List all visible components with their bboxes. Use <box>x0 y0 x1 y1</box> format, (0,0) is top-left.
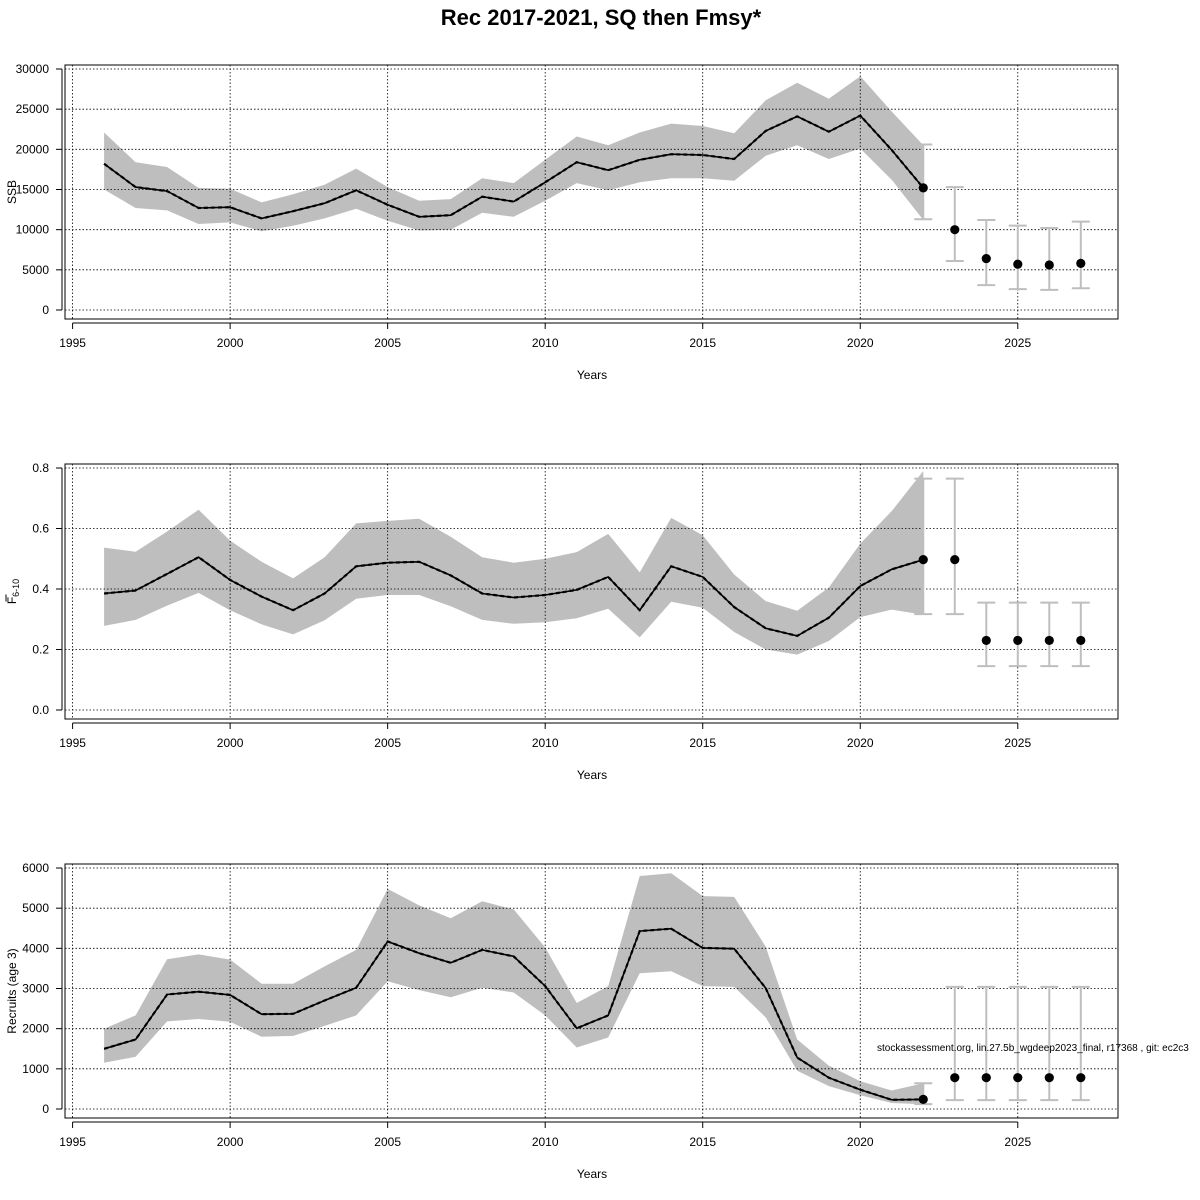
x-tick-label: 2010 <box>532 736 559 750</box>
chart-title: Rec 2017-2021, SQ then Fmsy* <box>441 5 762 30</box>
x-tick-label: 2015 <box>689 336 716 350</box>
y-tick-label: 0.2 <box>32 643 49 657</box>
y-tick-label: 10000 <box>16 223 50 237</box>
estimate-line-dashed <box>103 927 924 1101</box>
y-tick-label: 3000 <box>22 982 49 996</box>
y-tick-label: 5000 <box>22 263 49 277</box>
forecast-point <box>981 635 991 646</box>
forecast-point <box>1013 1073 1023 1083</box>
forecast-point <box>950 1073 960 1083</box>
y-axis-label: SSB <box>5 180 19 204</box>
y-tick-label: 6000 <box>22 861 49 875</box>
forecast-point <box>1013 635 1023 646</box>
forecast-point <box>950 225 960 235</box>
y-tick-label: 5000 <box>22 901 49 915</box>
y-tick-label: 0.8 <box>32 461 49 475</box>
x-tick-label: 2020 <box>847 1135 874 1149</box>
y-tick-label: 0.4 <box>32 582 49 596</box>
x-axis-label: Years <box>577 368 607 382</box>
forecast-point <box>1076 635 1086 646</box>
y-tick-label: 0 <box>42 1102 49 1116</box>
x-tick-label: 1995 <box>59 736 86 750</box>
x-tick-label: 2025 <box>1004 736 1031 750</box>
x-tick-label: 2025 <box>1004 336 1031 350</box>
forecast-point <box>1044 1073 1054 1083</box>
x-tick-label: 2025 <box>1004 1135 1031 1149</box>
y-tick-label: 20000 <box>16 142 50 156</box>
y-axis-label: F6-10 <box>5 579 21 604</box>
y-tick-label: 0.6 <box>32 522 49 536</box>
x-tick-label: 2020 <box>847 736 874 750</box>
y-tick-label: 15000 <box>16 183 50 197</box>
forecast-point <box>918 1094 928 1104</box>
plot-frame <box>64 463 1119 720</box>
panel-fbar: 0.0 0.2 0.4 0.6 0.8 1995 2000 2005 2010 2015 2020 2… <box>5 461 1119 782</box>
forecast-point <box>1044 260 1054 270</box>
x-tick-label: 2000 <box>217 1135 244 1149</box>
x-tick-label: 2010 <box>532 336 559 350</box>
estimate-line <box>104 556 924 637</box>
x-tick-label: 2005 <box>374 336 401 350</box>
x-tick-label: 2005 <box>374 736 401 750</box>
x-tick-label: 1995 <box>59 1135 86 1149</box>
plot-frame <box>64 64 1119 320</box>
forecast-point <box>1044 635 1054 646</box>
y-axis-label: Recruits (age 3) <box>5 948 19 1033</box>
forecast-point <box>1013 259 1023 269</box>
y-tick-label: 1000 <box>22 1062 49 1076</box>
x-tick-label: 2020 <box>847 336 874 350</box>
y-tick-label: 0 <box>42 303 49 317</box>
forecast-point <box>918 555 928 565</box>
forecast-point <box>981 253 991 264</box>
forecast-point <box>1076 1073 1086 1083</box>
x-tick-label: 2000 <box>217 336 244 350</box>
panel-ssb: 0 5000 10000 15000 20000 25000 30000 1995 2000 20… <box>5 62 1119 382</box>
x-tick-label: 1995 <box>59 336 86 350</box>
y-tick-label: 25000 <box>16 102 50 116</box>
forecast-point <box>918 183 928 193</box>
forecast-point <box>1076 258 1086 269</box>
x-tick-label: 2010 <box>532 1135 559 1149</box>
x-axis-label: Years <box>577 1167 607 1181</box>
y-tick-label: 4000 <box>22 941 49 955</box>
y-tick-label: 2000 <box>22 1022 49 1036</box>
y-tick-label: 0.0 <box>32 703 49 717</box>
panel-recruits: 0 1000 2000 3000 4000 5000 6000 1995 2000 2005 201… <box>5 861 1119 1181</box>
forecast-point <box>981 1073 991 1083</box>
confidence-band <box>104 471 924 655</box>
x-tick-label: 2015 <box>689 1135 716 1149</box>
x-tick-label: 2000 <box>217 736 244 750</box>
confidence-band <box>104 76 924 232</box>
estimate-line-dashed <box>103 114 925 220</box>
x-axis-label: Years <box>577 768 607 782</box>
plot-frame <box>64 863 1119 1119</box>
x-tick-label: 2005 <box>374 1135 401 1149</box>
footnote: stockassessment.org, lin.27.5b_wgdeep202… <box>877 1043 1189 1054</box>
forecast-point <box>950 555 960 565</box>
x-tick-label: 2015 <box>689 736 716 750</box>
y-tick-label: 30000 <box>16 62 50 76</box>
y-axis-label-subscript: 6-10 <box>11 579 21 597</box>
